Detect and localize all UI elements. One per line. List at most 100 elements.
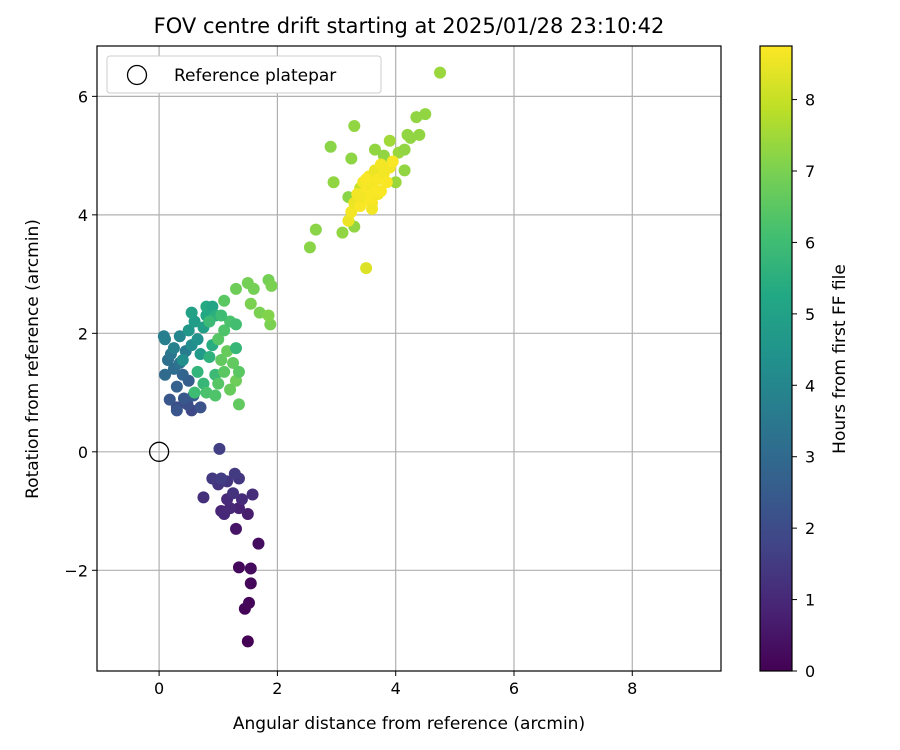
colorbar-tick-label: 7 xyxy=(805,162,815,181)
data-point xyxy=(170,380,183,393)
colorbar: 0 1 2 3 4 5 6 7 8 Hours from first FF file xyxy=(759,45,850,681)
legend: Reference platepar xyxy=(106,55,382,94)
data-point xyxy=(243,596,256,609)
colorbar-tick-label: 0 xyxy=(805,662,815,681)
colorbar-tick-label: 3 xyxy=(805,448,815,467)
data-point xyxy=(218,294,231,307)
data-point xyxy=(188,386,201,399)
data-point xyxy=(265,279,278,292)
data-point xyxy=(264,318,277,331)
data-point xyxy=(218,365,231,378)
data-point xyxy=(354,199,367,212)
data-point xyxy=(368,143,381,156)
y-tick-label: 6 xyxy=(78,87,88,106)
x-axis-ticks: 0 2 4 6 8 xyxy=(154,671,637,698)
data-point xyxy=(398,143,411,156)
data-point xyxy=(247,282,260,295)
data-point xyxy=(212,333,225,346)
data-point xyxy=(232,398,245,411)
colorbar-tick-label: 6 xyxy=(805,233,815,252)
reference-point-marker xyxy=(148,441,170,462)
colorbar-tick-label: 1 xyxy=(805,591,815,610)
data-point xyxy=(173,330,186,343)
data-point xyxy=(232,561,245,574)
data-point xyxy=(197,491,210,504)
chart-title: FOV centre drift starting at 2025/01/28 … xyxy=(154,14,665,38)
data-point xyxy=(383,134,396,147)
y-tick-label: 0 xyxy=(78,443,88,462)
data-point xyxy=(366,202,379,215)
data-point xyxy=(203,351,216,364)
y-tick-label: −2 xyxy=(64,561,88,580)
data-point xyxy=(389,176,402,189)
data-point xyxy=(241,508,254,521)
plot-frame xyxy=(96,45,722,672)
legend-box xyxy=(106,55,382,94)
data-point xyxy=(215,309,228,322)
data-point xyxy=(163,393,176,406)
data-point xyxy=(262,309,275,322)
data-point xyxy=(229,318,242,331)
reference-marker-layer xyxy=(148,441,170,462)
colorbar-ticks: 0 1 2 3 4 5 6 7 8 xyxy=(792,91,815,681)
data-point xyxy=(232,365,245,378)
data-point xyxy=(324,140,337,153)
data-point xyxy=(182,324,195,337)
data-point xyxy=(327,176,340,189)
data-point xyxy=(209,389,222,402)
x-tick-label: 0 xyxy=(154,679,164,698)
data-point xyxy=(386,155,399,168)
y-tick-label: 2 xyxy=(78,324,88,343)
data-point xyxy=(176,368,189,381)
data-point xyxy=(235,493,248,506)
data-point xyxy=(380,176,393,189)
data-point xyxy=(159,333,172,346)
data-point xyxy=(413,128,426,141)
data-point xyxy=(241,635,254,648)
data-point xyxy=(227,356,240,369)
data-point xyxy=(252,537,265,550)
x-tick-label: 6 xyxy=(509,679,519,698)
data-point xyxy=(212,377,225,390)
legend-entry-reference: Reference platepar xyxy=(174,66,336,86)
data-point xyxy=(227,487,240,500)
data-point xyxy=(218,324,231,337)
y-tick-label: 4 xyxy=(78,206,88,225)
data-point xyxy=(185,306,198,319)
data-point xyxy=(348,119,361,132)
data-point xyxy=(229,282,242,295)
legend-reference-marker xyxy=(126,64,148,86)
data-point xyxy=(167,342,180,355)
data-point xyxy=(177,392,190,405)
data-point xyxy=(191,333,204,346)
data-point xyxy=(345,152,358,165)
data-point xyxy=(194,401,207,414)
data-point xyxy=(244,297,257,310)
data-point xyxy=(419,108,432,121)
data-point xyxy=(303,241,316,254)
data-point xyxy=(360,173,373,186)
data-point xyxy=(213,442,226,455)
data-point xyxy=(244,577,257,590)
data-points xyxy=(157,66,447,648)
data-point xyxy=(244,562,257,575)
data-point xyxy=(354,191,367,204)
data-point xyxy=(434,66,447,79)
y-axis-ticks: −2 0 2 4 6 xyxy=(64,87,97,580)
data-point xyxy=(336,226,349,239)
colorbar-tick-label: 4 xyxy=(805,376,815,395)
data-point xyxy=(159,368,172,381)
colorbar-gradient xyxy=(759,45,793,672)
data-point xyxy=(215,472,228,485)
data-point xyxy=(229,522,242,535)
data-point xyxy=(309,223,322,236)
data-point xyxy=(206,472,219,485)
data-point xyxy=(170,404,183,417)
x-tick-label: 4 xyxy=(391,679,401,698)
data-point xyxy=(229,342,242,355)
data-point xyxy=(191,365,204,378)
data-point xyxy=(246,488,259,501)
x-tick-label: 2 xyxy=(272,679,282,698)
data-point xyxy=(360,262,373,275)
